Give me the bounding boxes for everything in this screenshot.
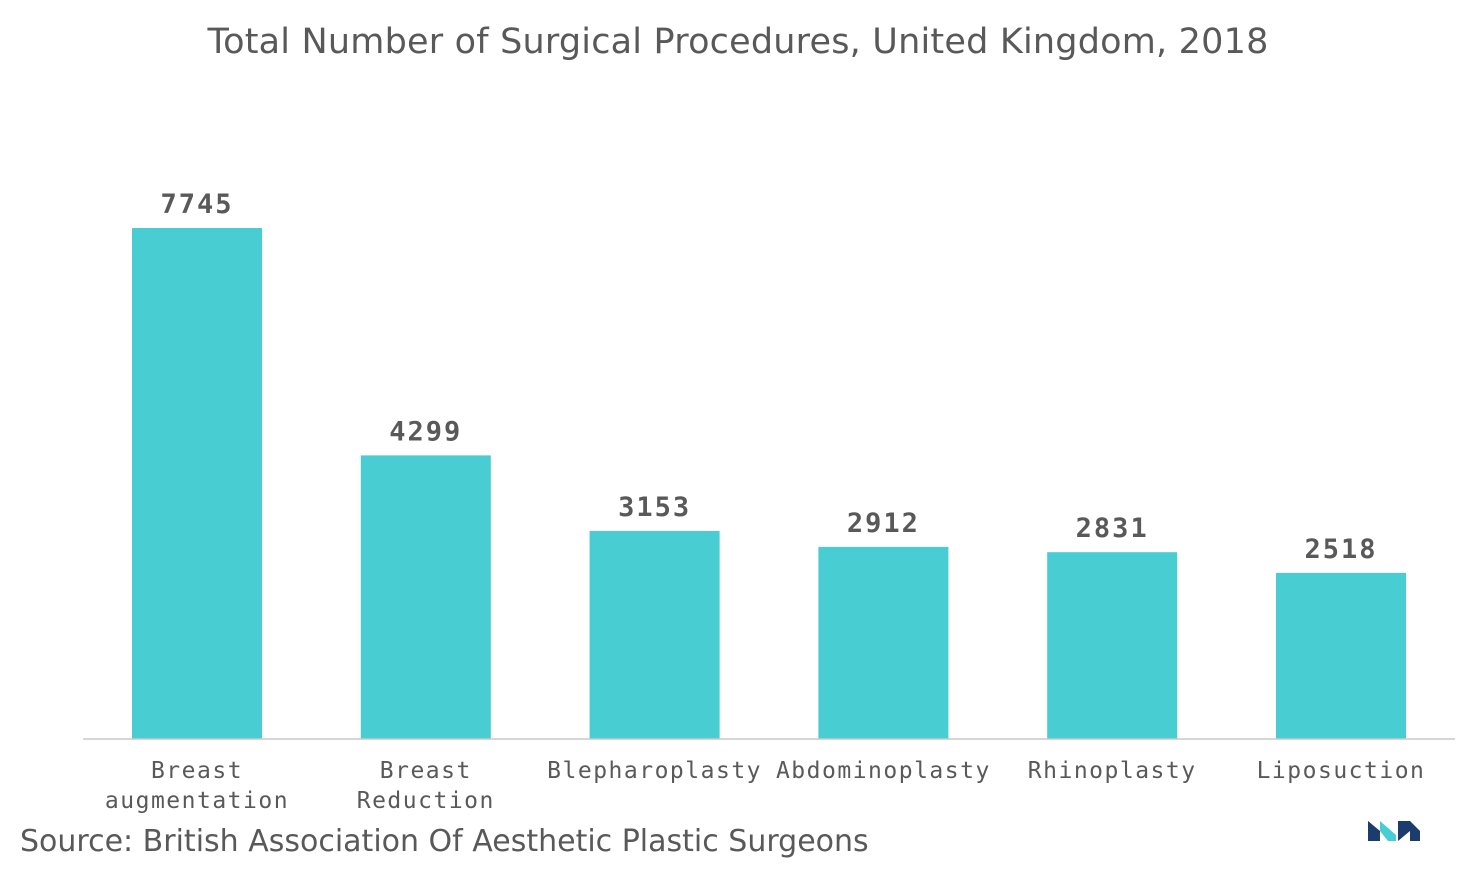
category-label-line: Blepharoplasty xyxy=(547,758,762,784)
category-label-3: Abdominoplasty xyxy=(776,758,991,784)
category-label-2: Blepharoplasty xyxy=(547,758,762,784)
category-label-line: Abdominoplasty xyxy=(776,758,991,784)
bar-0 xyxy=(132,228,262,739)
category-label-line: Breast xyxy=(151,758,243,784)
source-text: Source: British Association Of Aesthetic… xyxy=(20,824,869,859)
bar-5 xyxy=(1276,572,1406,739)
data-label-0: 7745 xyxy=(160,189,233,220)
category-label-5: Liposuction xyxy=(1257,758,1426,784)
data-label-4: 2831 xyxy=(1076,513,1149,544)
bar-3 xyxy=(818,546,949,739)
brand-logo-icon xyxy=(1368,821,1420,841)
category-labels-group: Breast augmentation Breast Reduction Blephar… xyxy=(105,758,1426,814)
category-label-0: Breast augmentation xyxy=(105,758,289,814)
data-label-1: 4299 xyxy=(389,416,462,447)
data-label-3: 2912 xyxy=(847,508,920,539)
bar-4 xyxy=(1047,552,1178,739)
category-label-line: Reduction xyxy=(357,788,495,814)
bars-group xyxy=(132,228,1406,739)
chart-title: Total Number of Surgical Procedures, Uni… xyxy=(207,22,1269,62)
category-label-line: augmentation xyxy=(105,788,289,814)
bar-1 xyxy=(360,455,491,739)
logo-middle-mark xyxy=(1380,821,1396,841)
logo-left-mark xyxy=(1368,821,1380,841)
category-label-1: Breast Reduction xyxy=(357,758,495,814)
category-label-4: Rhinoplasty xyxy=(1028,758,1197,784)
value-labels-group: 7745 4299 3153 2912 2831 2518 xyxy=(160,189,1377,565)
data-label-5: 2518 xyxy=(1304,534,1377,565)
data-label-2: 3153 xyxy=(618,492,691,523)
bar-2 xyxy=(589,531,720,739)
category-label-line: Liposuction xyxy=(1257,758,1426,784)
category-label-line: Breast xyxy=(380,758,472,784)
category-label-line: Rhinoplasty xyxy=(1028,758,1197,784)
logo-right-mark xyxy=(1398,821,1420,841)
